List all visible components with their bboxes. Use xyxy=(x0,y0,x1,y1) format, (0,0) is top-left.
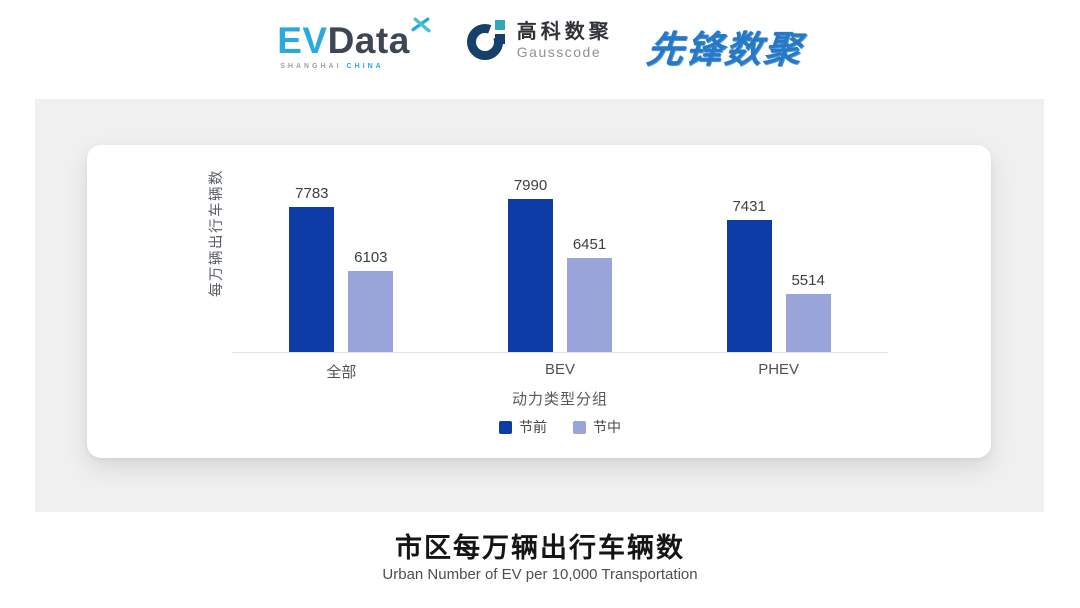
category-label-1: BEV xyxy=(544,361,575,378)
x-axis-title: 动力类型分组 xyxy=(511,391,608,408)
bar-value-label: 7431 xyxy=(732,198,766,215)
chart-panel: 每万辆出行车辆数 7783 6103 7990 6451 7431 5514 动力类型分组… xyxy=(35,99,1044,512)
bar-rect xyxy=(348,271,394,352)
bar-rect xyxy=(508,199,553,352)
sparkle-x-icon xyxy=(411,17,431,33)
bar-value-label: 6103 xyxy=(354,249,388,266)
bar-series1-group0: 6103 xyxy=(348,249,394,352)
evdata-wordmark: EV Data xyxy=(277,16,432,59)
legend-label: 节前 xyxy=(519,419,547,435)
evdata-data-text: Data xyxy=(327,20,410,61)
bar-series0-group2: 7431 xyxy=(726,198,772,352)
category-label-2: PHEV xyxy=(758,361,800,378)
y-axis-label: 每万辆出行车辆数 xyxy=(209,169,225,297)
bar-value-label: 7990 xyxy=(513,177,548,194)
bar-rect xyxy=(785,294,831,352)
legend: 节前 节中 xyxy=(232,417,888,437)
x-axis-line xyxy=(232,352,888,353)
gausscode-text: 高科数聚 Gausscode xyxy=(517,21,613,60)
bar-series0-group0: 7783 xyxy=(289,185,335,352)
header-logos: EV Data SHANGHAI CHINA 高科数聚 Gausscode 先锋数… xyxy=(0,16,1080,73)
evdata-china-text: CHINA xyxy=(346,63,384,70)
bar-series1-group1: 6451 xyxy=(567,236,612,352)
category-label-0: 全部 xyxy=(326,364,357,381)
bar-rect xyxy=(567,258,612,352)
legend-item-0: 节前 xyxy=(499,417,547,437)
evdata-subtext: SHANGHAI CHINA xyxy=(280,63,432,70)
bar-series1-group2: 5514 xyxy=(785,272,831,352)
legend-label: 节中 xyxy=(593,419,621,435)
xianfeng-logo: 先锋数聚 xyxy=(644,29,805,70)
legend-swatch xyxy=(499,420,512,434)
bar-series0-group1: 7990 xyxy=(508,177,553,352)
bar-group-0: 7783 6103 xyxy=(289,185,394,352)
bar-rect xyxy=(289,207,335,352)
evdata-shanghai-text: SHANGHAI xyxy=(280,63,342,70)
evdata-ev-text: EV xyxy=(277,20,328,61)
gausscode-cn-text: 高科数聚 xyxy=(516,20,613,43)
legend-swatch xyxy=(573,420,586,434)
legend-item-1: 节中 xyxy=(573,417,621,437)
chart-card: 每万辆出行车辆数 7783 6103 7990 6451 7431 5514 动力类型分组… xyxy=(87,145,991,458)
bar-group-1: 7990 6451 xyxy=(508,177,612,352)
gausscode-en-text: Gausscode xyxy=(516,43,602,60)
plot-area: 7783 6103 7990 6451 7431 5514 xyxy=(232,160,888,352)
bar-group-2: 7431 5514 xyxy=(726,198,831,352)
bar-rect xyxy=(726,220,772,352)
gausscode-g-icon xyxy=(466,18,508,60)
gausscode-logo: 高科数聚 Gausscode xyxy=(466,18,613,62)
bar-value-label: 5514 xyxy=(791,272,825,289)
bar-value-label: 7783 xyxy=(295,185,329,202)
bar-value-label: 6451 xyxy=(572,236,607,253)
chart-subtitle: Urban Number of EV per 10,000 Transporta… xyxy=(382,566,698,583)
evdata-logo: EV Data SHANGHAI CHINA xyxy=(277,16,432,70)
chart-title: 市区每万辆出行车辆数 xyxy=(395,533,685,563)
